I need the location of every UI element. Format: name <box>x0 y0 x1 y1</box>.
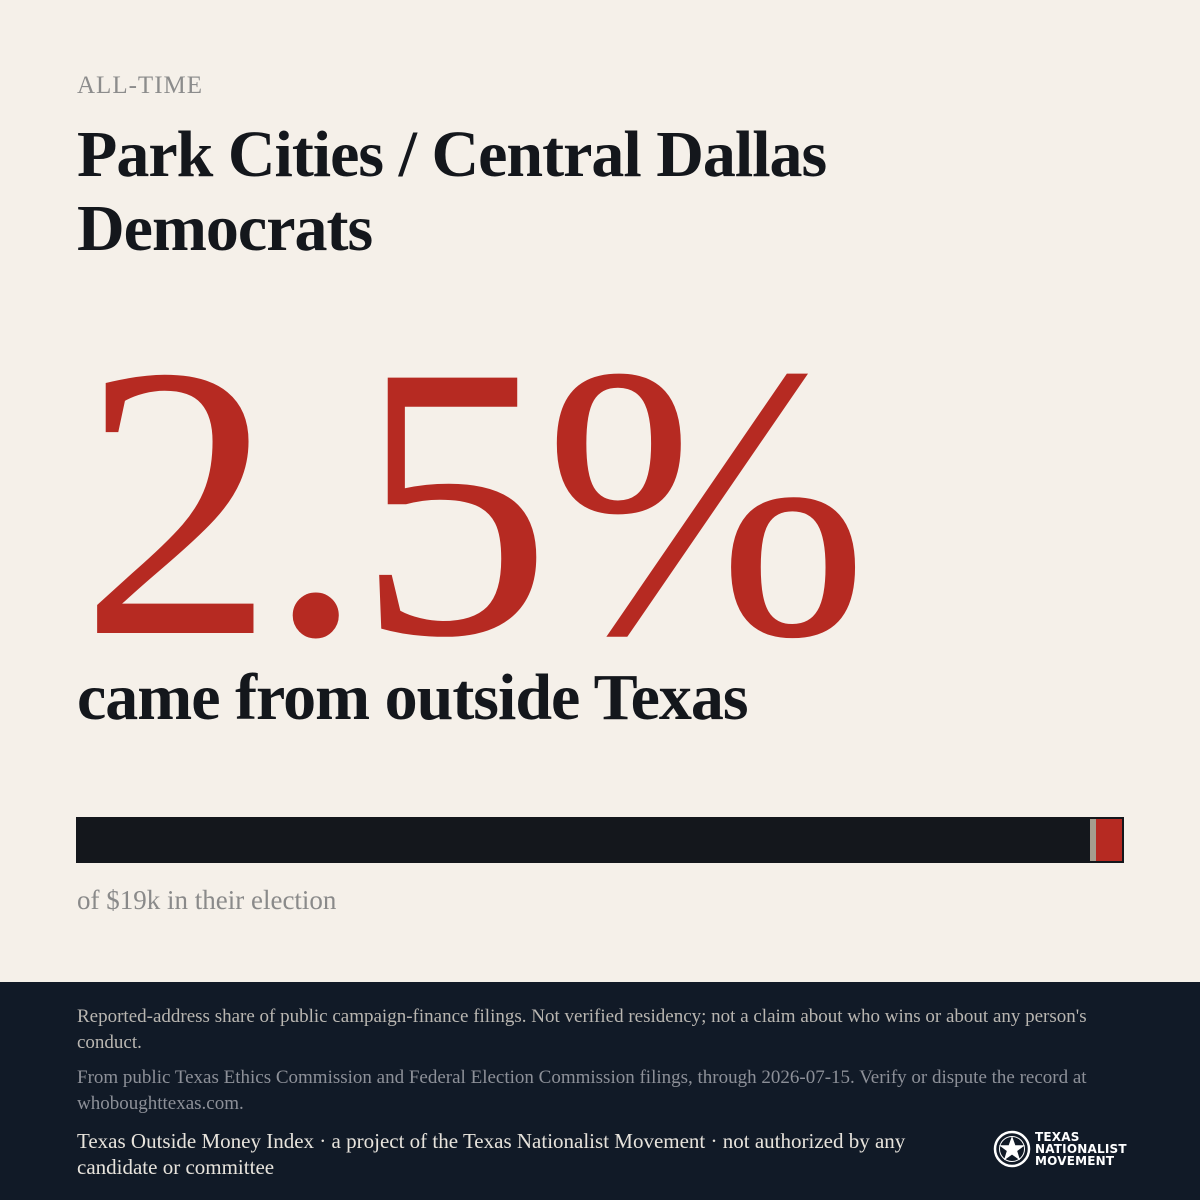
star-seal-icon <box>993 1130 1031 1168</box>
logo-line-3: MOVEMENT <box>1035 1154 1115 1168</box>
logo-wordmark: TEXAS NATIONALIST MOVEMENT <box>1035 1131 1127 1167</box>
logo-line-2: NATIONALIST <box>1035 1142 1127 1156</box>
disclaimer-text: Reported-address share of public campaig… <box>77 1006 1087 1053</box>
period-label: ALL-TIME <box>77 72 204 99</box>
credit-text: Texas Outside Money Index · a project of… <box>77 1129 906 1179</box>
share-bar <box>76 817 1124 863</box>
source-text: From public Texas Ethics Commission and … <box>77 1067 1087 1114</box>
percent-caption: came from outside Texas <box>77 661 749 734</box>
tnm-logo: TEXAS NATIONALIST MOVEMENT <box>993 1130 1127 1168</box>
logo-line-1: TEXAS <box>1035 1130 1080 1144</box>
footer: Reported-address share of public campaig… <box>0 982 1200 1200</box>
out-of-state-percent: 2.5% <box>80 286 868 718</box>
bar-caption: of $19k in their election <box>77 885 337 915</box>
share-bar-fill <box>1090 819 1122 861</box>
page-title: Park Cities / Central Dallas Democrats <box>77 118 827 265</box>
